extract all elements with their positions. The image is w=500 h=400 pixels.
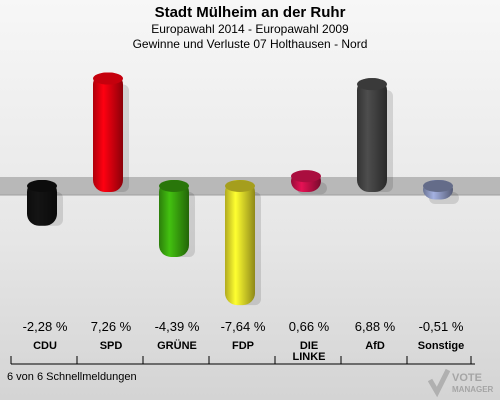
checkmark-icon bbox=[428, 368, 451, 398]
category-label: FDP bbox=[232, 340, 254, 352]
bar-cap bbox=[357, 78, 387, 91]
logo-word-vote: VOTE bbox=[452, 372, 482, 384]
logo-word-manager: MANAGER bbox=[452, 385, 494, 394]
bar-cap bbox=[27, 180, 57, 192]
bar-cdu bbox=[27, 180, 57, 226]
category-label: CDU bbox=[33, 340, 57, 352]
bar-cap bbox=[291, 170, 321, 183]
category-label: AfD bbox=[365, 340, 385, 352]
value-label: 0,66 % bbox=[289, 319, 330, 334]
value-label: -0,51 % bbox=[419, 319, 464, 334]
value-label: -4,39 % bbox=[155, 319, 200, 334]
chart-subtitle-district: Gewinne und Verluste 07 Holthausen - Nor… bbox=[132, 37, 368, 51]
category-label: LINKE bbox=[293, 351, 326, 363]
value-label: 6,88 % bbox=[355, 319, 396, 334]
category-label: GRÜNE bbox=[157, 339, 197, 352]
bar-cap bbox=[159, 180, 189, 192]
bar-fdp bbox=[225, 180, 255, 306]
value-label: 7,26 % bbox=[91, 319, 132, 334]
vote-manager-logo: VOTE MANAGER bbox=[428, 368, 494, 398]
category-label: SPD bbox=[100, 340, 123, 352]
report-count-footer: 6 von 6 Schnellmeldungen bbox=[7, 371, 137, 383]
bar-cap bbox=[93, 72, 123, 85]
bar-afd bbox=[357, 78, 387, 192]
value-label: -2,28 % bbox=[23, 319, 68, 334]
bar-cap bbox=[423, 180, 453, 192]
category-label: Sonstige bbox=[418, 340, 464, 352]
chart-header: Stadt Mülheim an der Ruhr Europawahl 201… bbox=[0, 0, 500, 52]
category-label: DIE bbox=[300, 340, 318, 352]
chart-subtitle-elections: Europawahl 2014 - Europawahl 2009 bbox=[151, 22, 349, 36]
chart-title: Stadt Mülheim an der Ruhr bbox=[154, 4, 346, 21]
bar-spd bbox=[93, 72, 123, 192]
value-label: -7,64 % bbox=[221, 319, 266, 334]
bar-cap bbox=[225, 180, 255, 192]
bar-gruene bbox=[159, 180, 189, 257]
